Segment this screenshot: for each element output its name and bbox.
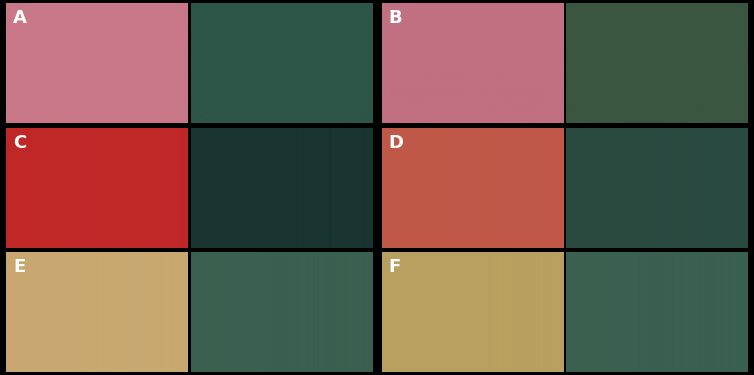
Text: E: E bbox=[14, 258, 26, 276]
Text: C: C bbox=[14, 134, 26, 152]
Text: A: A bbox=[14, 9, 27, 27]
Text: F: F bbox=[389, 258, 401, 276]
Text: D: D bbox=[389, 134, 404, 152]
Text: B: B bbox=[389, 9, 403, 27]
